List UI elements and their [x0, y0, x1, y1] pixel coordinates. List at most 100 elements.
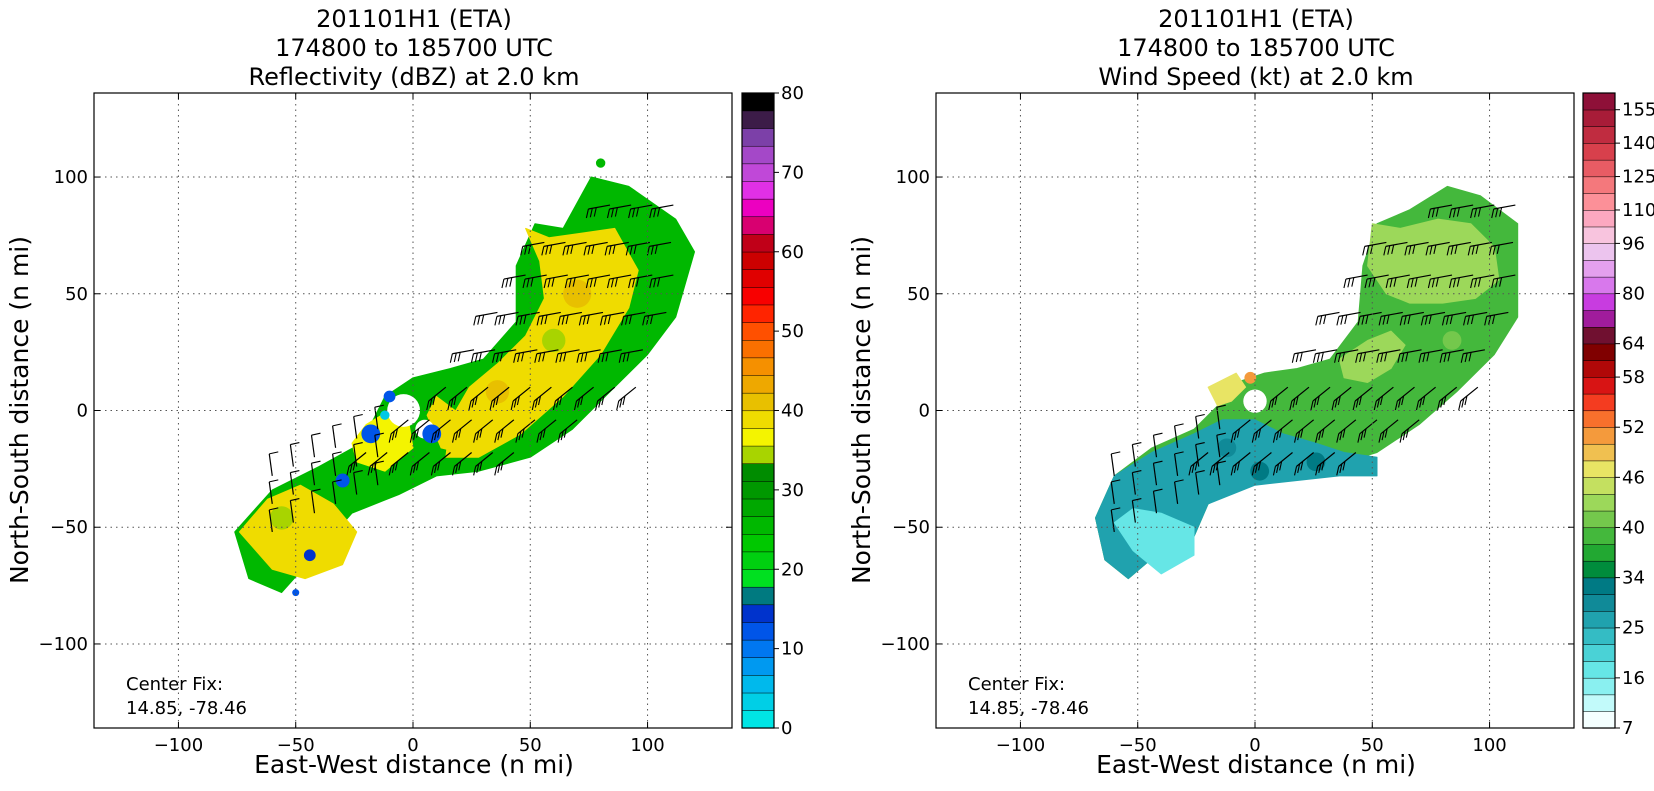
wind-barb-flag — [500, 461, 504, 471]
wind-barb-flag — [1427, 278, 1431, 289]
wind-barb-flag — [1412, 244, 1416, 255]
wind-barb-flag — [1414, 277, 1418, 287]
wind-barb-flag — [1310, 400, 1314, 411]
wind-barb-flag — [471, 398, 475, 408]
wind-barb-flag — [626, 352, 630, 362]
x-tick-label: 100 — [1472, 735, 1506, 756]
colorbar-bin — [1582, 193, 1616, 211]
colorbar-tick-label: 7 — [1622, 718, 1633, 739]
wind-barb-flag — [1295, 352, 1299, 363]
wind-barb-flag — [629, 245, 633, 255]
colorbar-bin — [741, 569, 775, 588]
wind-barb-flag — [657, 277, 661, 287]
colorbar-bin — [1582, 510, 1616, 529]
wind-barb-flag — [1474, 278, 1478, 288]
wind-barb-flag — [394, 461, 398, 471]
wind-barb-flag — [515, 316, 519, 326]
wind-barb-flag — [517, 352, 521, 363]
colorbar-bin — [741, 392, 775, 412]
colorbar-bin — [741, 498, 775, 517]
wind-barb-flag — [1342, 461, 1346, 471]
wind-barb-flag — [585, 208, 589, 219]
wind-barb-flag — [595, 400, 599, 411]
wind-barb-flag — [458, 428, 462, 438]
wind-barb-flag — [601, 352, 605, 363]
wind-barb-flag — [1379, 395, 1384, 406]
wind-barb — [310, 491, 316, 514]
wind-barb-flag — [1275, 431, 1280, 441]
wind-barb-flag — [1174, 479, 1184, 483]
wind-barb-flag — [1418, 353, 1422, 363]
wind-barb-flag — [1464, 352, 1468, 363]
wind-barb-flag — [1323, 314, 1327, 325]
wind-barb-flag — [572, 277, 576, 287]
wind-barb-flag — [566, 245, 570, 255]
wind-barb-flag — [1132, 498, 1142, 502]
wind-barb-flag — [540, 315, 544, 325]
y-tick-label: −50 — [50, 517, 88, 538]
wind-barb — [289, 500, 294, 523]
wind-barb-flag — [1452, 278, 1456, 288]
wind-barb-flag — [625, 246, 629, 256]
wind-barb-flag — [1399, 433, 1403, 443]
colorbar-tick-label: 25 — [1622, 618, 1645, 639]
colorbar-tick-label: 0 — [781, 718, 792, 739]
wind-barb-flag — [1360, 431, 1364, 441]
colorbar-bin — [1582, 243, 1616, 261]
wind-barb-flag — [1372, 277, 1376, 287]
wind-barb-flag — [1300, 461, 1304, 471]
y-tick-label: 50 — [65, 284, 88, 305]
colorbar-bin — [741, 286, 775, 306]
wind-barb-flag — [450, 398, 454, 408]
wind-barb-flag — [606, 208, 611, 219]
wind-barb-flag — [430, 466, 434, 476]
wind-barb — [1216, 463, 1221, 486]
wind-barb-flag — [1312, 353, 1316, 363]
field-spot — [1244, 371, 1257, 384]
x-tick-label: −50 — [277, 735, 315, 756]
wind-barb — [374, 463, 379, 486]
wind-barb-flag — [1464, 395, 1468, 406]
wind-barb-flag — [614, 277, 618, 287]
wind-barb-flag — [516, 395, 520, 406]
wind-barb-flag — [1236, 428, 1240, 438]
wind-barb-flag — [1316, 395, 1320, 406]
colorbar-bin — [741, 145, 775, 165]
wind-barb-flag — [597, 353, 601, 363]
wind-barb-flag — [1454, 244, 1458, 255]
colorbar-tick-label: 70 — [781, 162, 804, 183]
wind-barb-flag — [1336, 466, 1340, 476]
wind-barb-flag — [619, 398, 623, 408]
wind-barb-flag — [622, 395, 626, 406]
colorbar-bin — [741, 604, 775, 623]
colorbar-bin — [741, 692, 775, 711]
wind-barb-flag — [1401, 395, 1405, 406]
wind-barb-flag — [430, 433, 434, 443]
wind-barb-flag — [1216, 460, 1226, 464]
wind-barb-flag — [585, 278, 589, 289]
colorbar-bin — [1582, 627, 1616, 645]
colorbar-tick-label: 155 — [1622, 100, 1654, 121]
wind-barb-flag — [492, 353, 496, 363]
wind-barb-flag — [657, 207, 661, 217]
wind-barb-flag — [1440, 398, 1444, 408]
wind-barb-flag — [451, 433, 456, 443]
wind-barb-flag — [1491, 208, 1495, 219]
colorbar-tick-label: 60 — [781, 242, 804, 263]
colorbar-bin — [1582, 226, 1616, 244]
chart-title-line-3: Reflectivity (dBZ) at 2.0 km — [249, 63, 580, 91]
wind-barb-flag — [1347, 278, 1351, 288]
wind-barb-flag — [370, 463, 374, 473]
wind-barb-flag — [610, 278, 614, 288]
colorbar-bin — [741, 463, 775, 482]
x-tick-label: 50 — [519, 735, 542, 756]
wind-barb-flag — [1441, 316, 1445, 326]
wind-barb-flag — [473, 433, 477, 443]
grid-lines — [94, 93, 732, 728]
colorbar-bin — [741, 533, 775, 553]
wind-barb-flag — [476, 463, 480, 473]
wind-barb-flag — [542, 352, 546, 362]
wind-barb-flag — [1431, 278, 1435, 288]
field-spot — [1442, 331, 1462, 350]
wind-barb-flag — [536, 433, 540, 443]
